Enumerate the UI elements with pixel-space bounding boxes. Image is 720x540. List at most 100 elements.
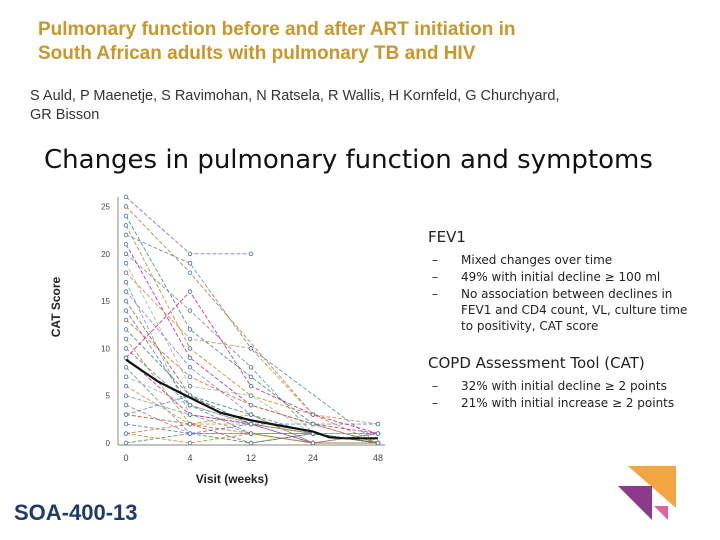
y-tick-label: 10 — [101, 344, 110, 353]
data-point — [123, 232, 129, 238]
data-point — [123, 213, 129, 219]
data-point — [123, 440, 129, 446]
data-point — [123, 327, 129, 332]
authors-line-2: GR Bisson — [30, 107, 100, 123]
y-tick-label: 5 — [106, 392, 111, 401]
bullets-panel: FEV1 Mixed changes over time 49% with in… — [428, 228, 698, 431]
cat-list: 32% with initial decline ≥ 2 points 21% … — [428, 378, 698, 411]
data-point — [123, 346, 129, 351]
series-line — [125, 357, 378, 444]
data-point — [375, 440, 381, 446]
data-point — [187, 251, 193, 256]
x-tick-label: 48 — [373, 453, 383, 463]
data-point — [123, 194, 129, 200]
data-point — [248, 393, 254, 398]
data-point — [187, 440, 193, 446]
series-line — [125, 395, 378, 444]
data-point — [248, 431, 254, 436]
data-point — [123, 412, 129, 417]
data-point — [187, 327, 193, 332]
data-point — [123, 223, 129, 228]
series-line — [125, 234, 379, 444]
data-point — [248, 346, 254, 351]
data-point — [248, 365, 254, 370]
data-point — [123, 251, 129, 256]
y-tick-label: 20 — [101, 250, 110, 259]
ticks-group: 0 5 10 15 20 25 0 4 12 24 48 — [101, 202, 383, 463]
data-point — [123, 365, 129, 370]
data-point — [248, 440, 254, 446]
data-point — [123, 355, 129, 361]
fev1-item: No association between declines in FEV1 … — [428, 286, 698, 334]
data-point — [123, 374, 129, 379]
data-point — [187, 421, 193, 427]
series-line — [125, 300, 379, 444]
data-point — [187, 355, 193, 361]
y-tick-label: 25 — [101, 202, 110, 211]
series-line — [125, 225, 379, 444]
data-point — [123, 431, 129, 436]
authors-line-1: S Auld, P Maenetje, S Ravimohan, N Ratse… — [30, 88, 560, 104]
data-point — [248, 402, 254, 408]
series-line — [125, 281, 379, 444]
y-tick-label: 15 — [101, 297, 110, 306]
x-axis-label: Visit (weeks) — [196, 472, 268, 486]
data-point — [123, 384, 129, 389]
data-point — [248, 412, 254, 417]
data-point — [187, 289, 193, 294]
x-tick-label: 24 — [308, 453, 318, 463]
data-point — [123, 279, 129, 285]
data-point — [310, 440, 316, 446]
data-point — [187, 261, 193, 266]
x-tick-label: 12 — [246, 453, 256, 463]
data-point — [187, 270, 193, 275]
data-point — [375, 431, 381, 436]
data-point — [310, 412, 316, 417]
abstract-code: SOA-400-13 — [14, 500, 138, 525]
data-point — [248, 421, 254, 427]
fev1-item: 49% with initial decline ≥ 100 ml — [428, 269, 698, 285]
data-point — [248, 384, 254, 389]
cat-item: 21% with initial increase ≥ 2 points — [428, 395, 698, 411]
data-point — [123, 421, 129, 427]
data-point — [123, 336, 129, 342]
series-line — [125, 290, 379, 434]
data-point — [123, 298, 129, 304]
data-point — [187, 365, 193, 370]
data-point — [248, 251, 254, 256]
x-tick-label: 4 — [187, 453, 192, 463]
logo-purple-shape — [618, 486, 652, 520]
data-point — [123, 308, 129, 313]
fev1-list: Mixed changes over time 49% with initial… — [428, 252, 698, 334]
section-heading: Changes in pulmonary function and sympto… — [44, 145, 653, 175]
data-point — [123, 242, 129, 247]
mean-trend-line — [125, 358, 378, 440]
data-point — [187, 412, 193, 417]
title-line-1: Pulmonary function before and after ART … — [38, 19, 516, 40]
data-point — [123, 402, 129, 408]
conference-logo-icon — [618, 466, 676, 520]
y-axis-label: CAT Score — [49, 276, 63, 337]
data-point — [248, 374, 254, 379]
data-point — [187, 346, 193, 351]
logo-small-shape — [654, 506, 668, 520]
fev1-item: Mixed changes over time — [428, 252, 698, 268]
data-point — [123, 270, 129, 275]
y-tick-label: 0 — [106, 439, 111, 448]
data-point — [123, 261, 129, 266]
slide-title: Pulmonary function before and after ART … — [38, 18, 678, 66]
series-line — [125, 206, 314, 415]
cat-item: 32% with initial decline ≥ 2 points — [428, 378, 698, 394]
data-point — [310, 421, 316, 427]
data-point — [187, 374, 193, 379]
cat-score-chart: 0 5 10 15 20 25 0 4 12 24 48 Visit (weeks) CAT Sco… — [49, 194, 385, 486]
data-point — [187, 308, 193, 313]
data-point — [187, 402, 193, 408]
data-point — [187, 384, 193, 389]
data-point — [123, 204, 129, 209]
fev1-heading: FEV1 — [428, 228, 466, 246]
data-point — [123, 289, 129, 294]
x-tick-label: 0 — [123, 453, 128, 463]
title-line-2: South African adults with pulmonary TB a… — [38, 43, 476, 64]
data-point — [123, 393, 129, 398]
